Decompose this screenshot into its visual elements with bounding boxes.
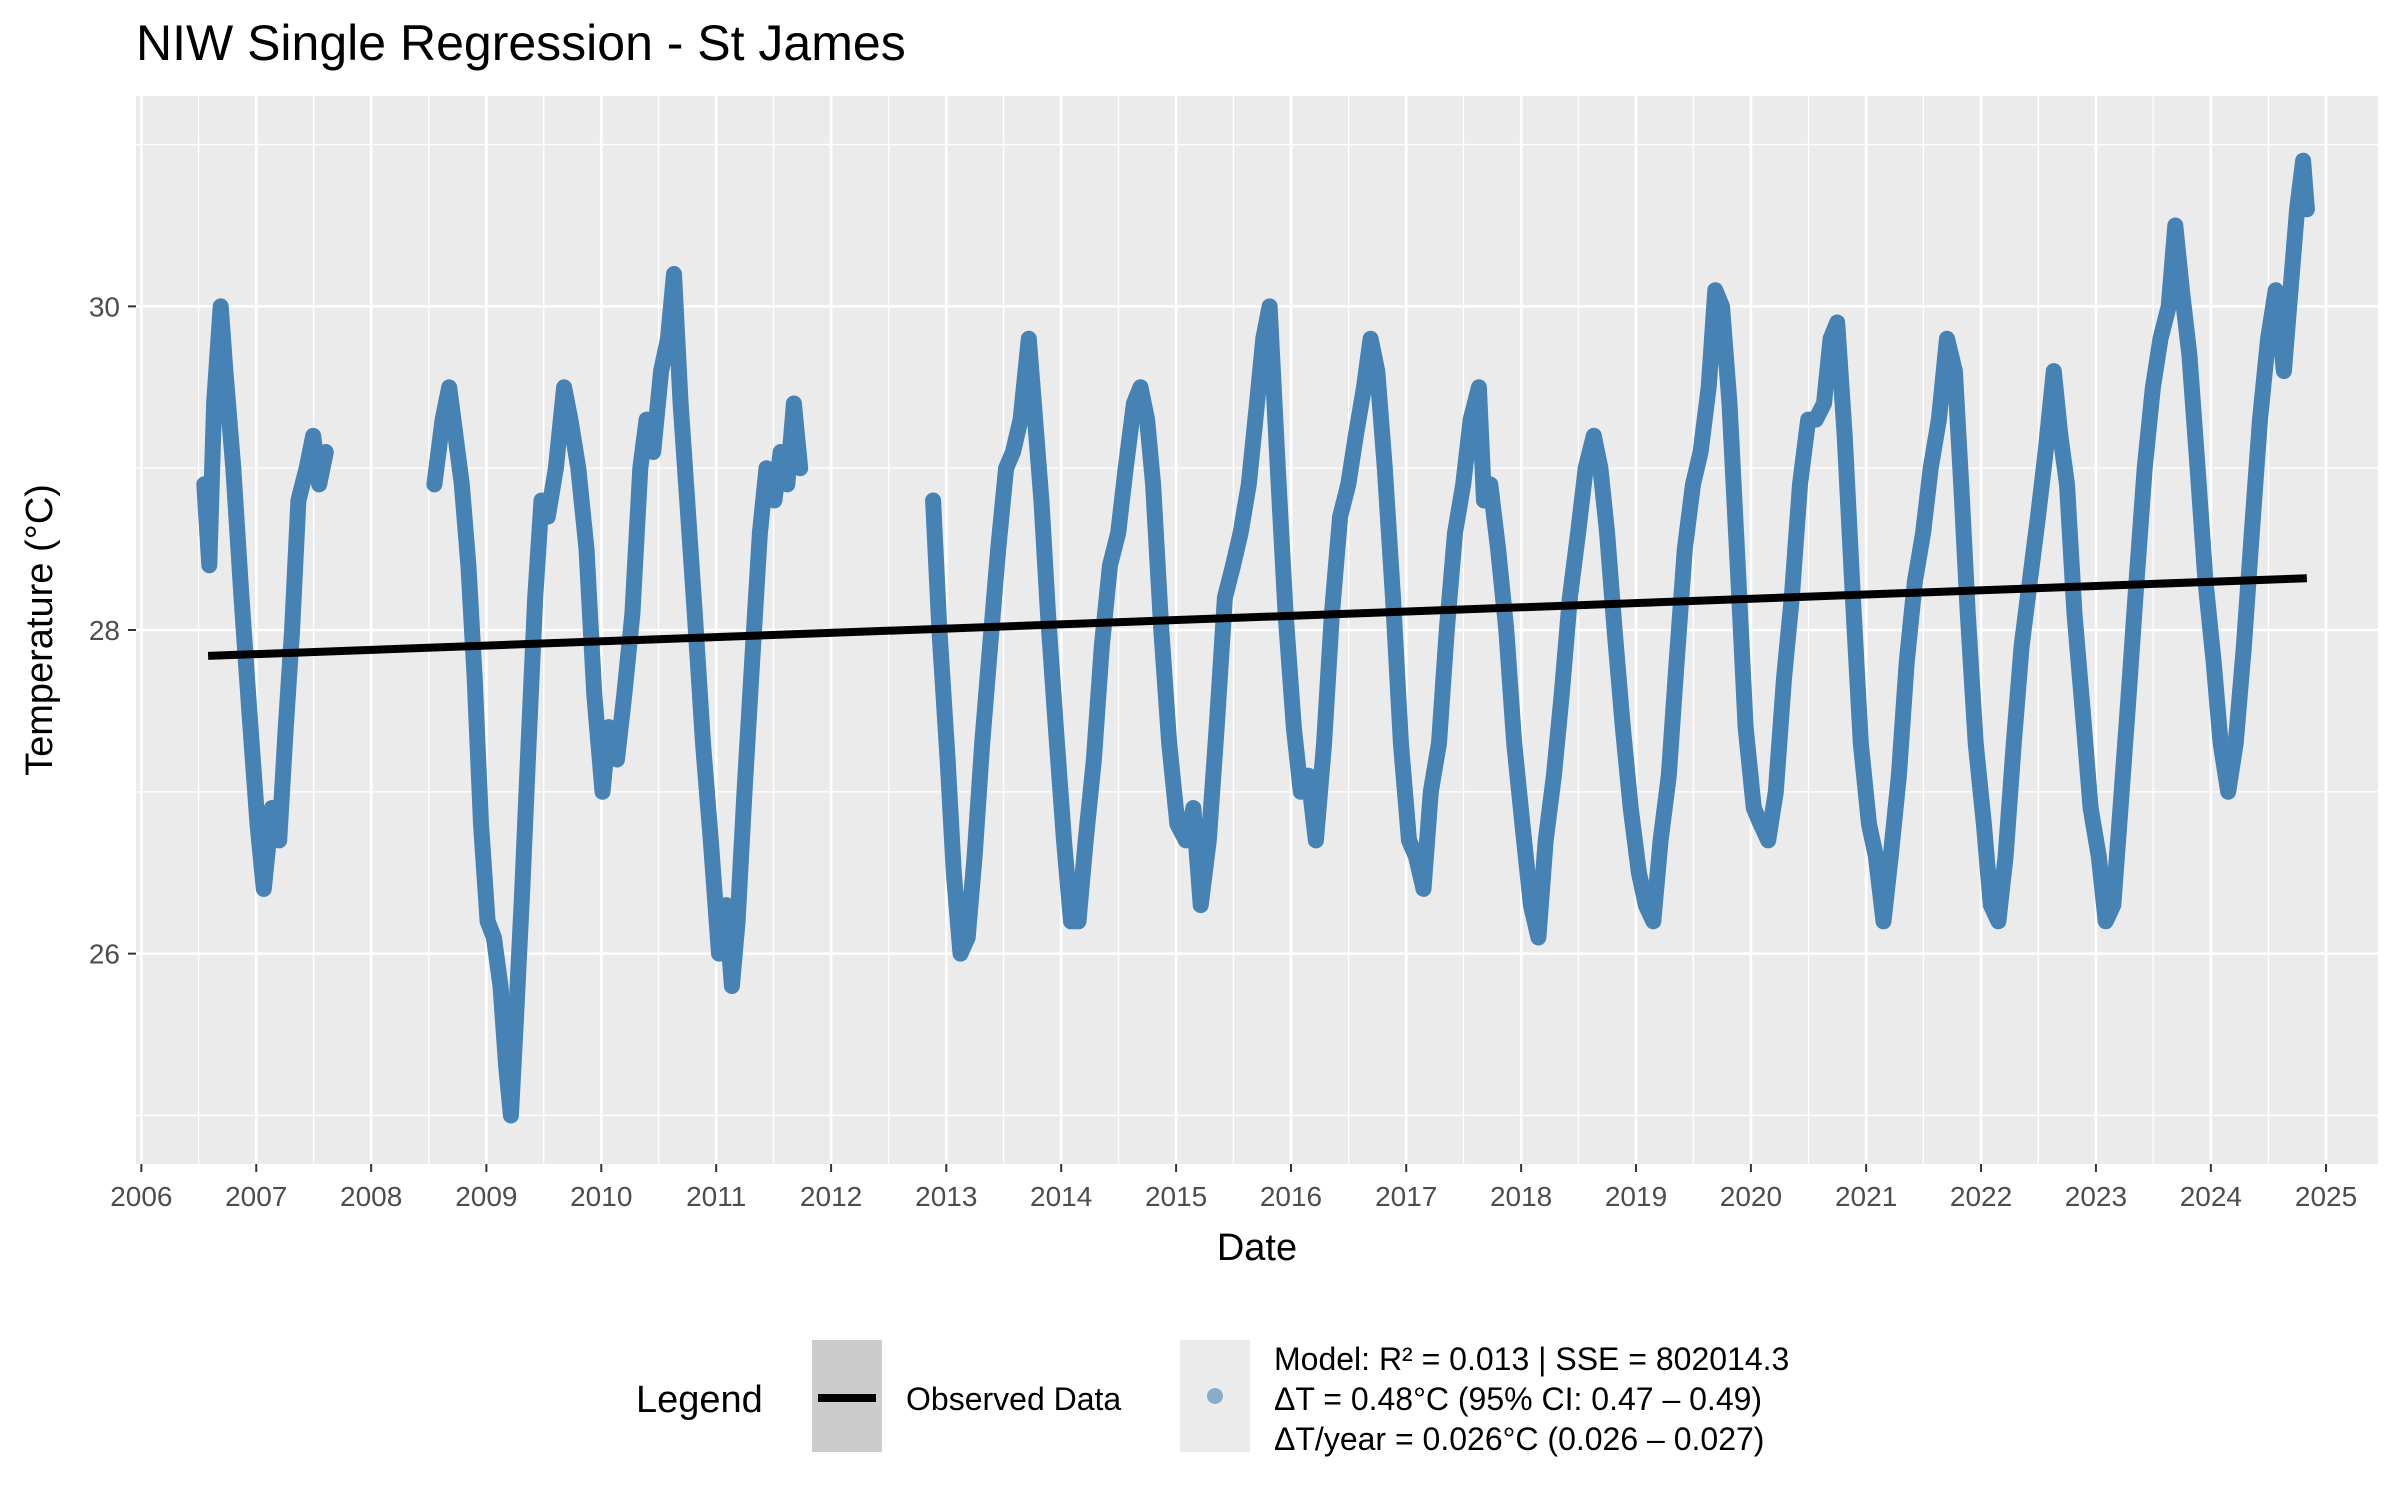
y-axis-title: Temperature (°C) <box>19 484 61 776</box>
x-tick-label: 2013 <box>915 1181 977 1212</box>
x-tick-label: 2015 <box>1145 1181 1207 1212</box>
legend-entry-observed-data: Observed Data <box>906 1381 1121 1417</box>
chart-title: NIW Single Regression - St James <box>136 15 906 71</box>
x-tick-label: 2012 <box>800 1181 862 1212</box>
x-tick-label: 2010 <box>570 1181 632 1212</box>
x-tick-label: 2019 <box>1605 1181 1667 1212</box>
y-tick-label: 26 <box>89 939 120 970</box>
x-tick-label: 2025 <box>2295 1181 2357 1212</box>
y-tick-label: 30 <box>89 291 120 322</box>
x-tick-label: 2022 <box>1950 1181 2012 1212</box>
x-tick-label: 2016 <box>1260 1181 1322 1212</box>
x-tick-label: 2011 <box>686 1181 746 1212</box>
x-tick-label: 2017 <box>1375 1181 1437 1212</box>
ticks: 2006 2007 2008 2009 2010 2011 2012 2013 2014 2015… <box>89 291 2357 1212</box>
x-axis-title: Date <box>1217 1227 1297 1269</box>
regression-line <box>207 574 2308 660</box>
x-tick-label: 2021 <box>1835 1181 1897 1212</box>
legend-model-line-2: ΔT = 0.48°C (95% CI: 0.47 – 0.49) <box>1274 1381 1762 1417</box>
x-tick-label: 2023 <box>2065 1181 2127 1212</box>
x-tick-label: 2020 <box>1720 1181 1782 1212</box>
x-tick-label: 2014 <box>1030 1181 1092 1212</box>
observed-data-series <box>196 298 334 897</box>
series-layer <box>196 152 2315 1124</box>
legend-key-point <box>1207 1388 1223 1404</box>
observed-data-series <box>426 266 809 1124</box>
x-tick-label: 2008 <box>340 1181 402 1212</box>
x-tick-label: 2009 <box>455 1181 517 1212</box>
x-tick-label: 2024 <box>2180 1181 2242 1212</box>
x-tick-label: 2018 <box>1490 1181 1552 1212</box>
x-tick-label: 2006 <box>110 1181 172 1212</box>
y-tick-label: 28 <box>89 615 120 646</box>
legend-model-line-3: ΔT/year = 0.026°C (0.026 – 0.027) <box>1274 1421 1764 1457</box>
legend-model-line-1: Model: R² = 0.013 | SSE = 802014.3 <box>1274 1341 1789 1377</box>
legend: Legend Observed Data Model: R² = 0.013 |… <box>636 1340 1789 1457</box>
legend-title: Legend <box>636 1379 763 1421</box>
observed-data-series <box>925 152 2315 962</box>
x-tick-label: 2007 <box>225 1181 287 1212</box>
